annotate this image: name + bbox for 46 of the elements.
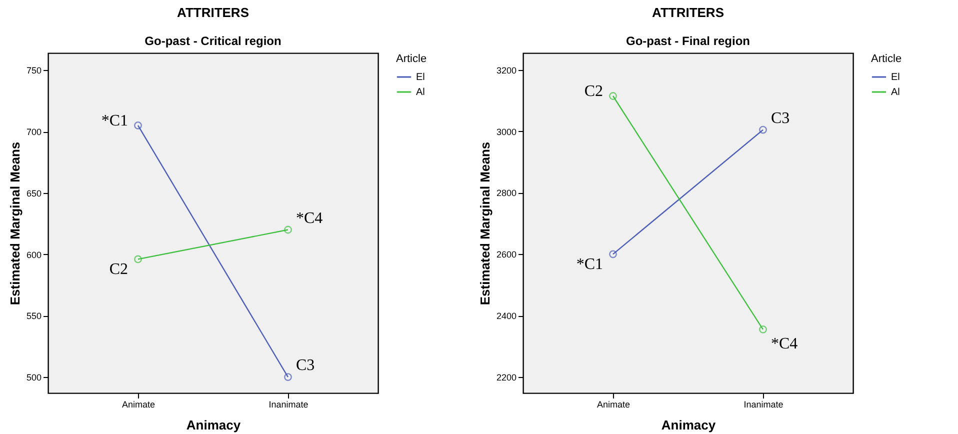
chart-subtitle: Go-past - Critical region bbox=[144, 34, 282, 48]
point bbox=[609, 92, 617, 100]
legend-label: Al bbox=[891, 87, 900, 98]
y-tick-label: 2600 bbox=[496, 250, 516, 260]
legend-title: Article bbox=[396, 53, 427, 65]
annotation: C2 bbox=[584, 83, 603, 100]
y-tick-label: 650 bbox=[26, 188, 42, 198]
x-axis-title: Animacy bbox=[661, 418, 716, 432]
y-tick-label: 3000 bbox=[496, 126, 516, 137]
annotation: C2 bbox=[109, 261, 128, 278]
y-axis-title: Estimated Marginal Means bbox=[477, 142, 492, 306]
legend-title: Article bbox=[871, 53, 902, 65]
legend-label: Al bbox=[416, 87, 425, 98]
point bbox=[284, 373, 292, 381]
x-tick-label: Animate bbox=[122, 400, 156, 410]
point bbox=[134, 255, 142, 264]
y-tick-label: 700 bbox=[26, 127, 42, 138]
point bbox=[609, 250, 617, 258]
y-tick-label: 2400 bbox=[496, 311, 516, 322]
y-tick-label: 3200 bbox=[496, 65, 516, 76]
annotation: *C1 bbox=[101, 112, 128, 130]
y-tick-label: 500 bbox=[26, 372, 42, 383]
chart-title: ATTRITERS bbox=[652, 5, 724, 20]
legend-label: El bbox=[416, 72, 425, 83]
y-tick-label: 750 bbox=[26, 66, 42, 76]
annotation: C3 bbox=[296, 357, 315, 374]
x-tick-label: Inanimate bbox=[268, 400, 308, 410]
point bbox=[759, 325, 767, 334]
legend-label: El bbox=[891, 72, 900, 83]
chart-title: ATTRITERS bbox=[177, 5, 250, 20]
y-tick-label: 600 bbox=[26, 250, 42, 260]
annotation: *C1 bbox=[576, 256, 603, 274]
point bbox=[284, 226, 292, 234]
y-tick-label: 2800 bbox=[496, 188, 516, 198]
x-tick-label: Inanimate bbox=[744, 400, 784, 410]
annotation: C3 bbox=[771, 110, 790, 127]
chart-subtitle: Go-past - Final region bbox=[626, 34, 750, 48]
y-tick-label: 550 bbox=[26, 311, 42, 322]
point bbox=[134, 121, 142, 130]
x-axis-title: Animacy bbox=[186, 418, 242, 432]
point bbox=[759, 126, 767, 134]
y-tick-label: 2200 bbox=[496, 372, 516, 383]
annotation: *C4 bbox=[296, 210, 323, 227]
x-tick-label: Animate bbox=[596, 400, 630, 410]
annotation: *C4 bbox=[771, 335, 798, 352]
y-axis-title: Estimated Marginal Means bbox=[7, 142, 22, 306]
